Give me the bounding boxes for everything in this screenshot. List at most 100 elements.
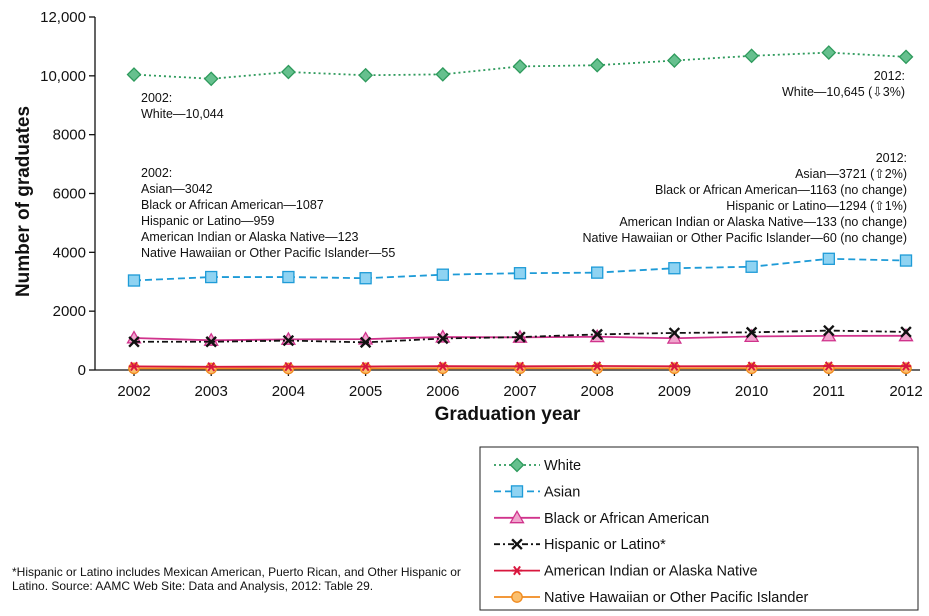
x-tick-label: 2007 [503,383,536,400]
x-axis-title: Graduation year [435,404,581,425]
data-point [514,361,526,372]
legend-label: White [544,458,581,474]
data-point [900,326,912,338]
y-tick-label: 0 [78,362,86,379]
data-point [126,67,142,82]
data-point [436,268,449,281]
x-tick-label: 2009 [658,383,691,400]
data-point [668,327,681,339]
data-point [359,362,372,375]
annotation-line: Hispanic or Latino—959 [141,214,274,228]
chart-legend: White Asian Black or African American Hispa… [479,446,919,611]
y-tick-label: 2000 [53,303,86,320]
data-point [435,66,451,82]
data-point [589,57,605,73]
series-american-indian-or-alaska-native [128,361,912,372]
x-tick-label: 2008 [581,383,614,400]
data-point [666,53,682,68]
y-tick-label: 10,000 [40,68,86,85]
data-point [359,272,372,285]
annotation-line: Asian—3042 [141,182,213,196]
legend-label: Hispanic or Latino* [544,537,666,553]
data-point [282,362,295,375]
data-point [282,270,295,284]
series-white [126,45,914,87]
data-point [513,267,527,280]
data-point [900,361,912,371]
data-point [822,252,835,265]
data-point [898,49,914,65]
legend-item: White [494,457,581,474]
annotation-line: Black or African American—1163 (no chang… [655,183,907,197]
series-line [133,329,907,344]
data-point [359,336,372,349]
y-tick-label: 8000 [53,127,86,144]
data-point [509,509,525,524]
data-point [746,361,757,371]
x-tick-label: 2006 [426,383,459,400]
annotation: 2002: Asian—3042 Black or African American… [141,166,395,260]
data-point [745,260,758,273]
x-tick-label: 2002 [117,383,150,400]
x-tick-label: 2005 [349,383,382,400]
annotation-line: American Indian or Alaska Native—133 (no… [619,215,907,229]
data-point [203,71,219,87]
legend-item: Asian [494,484,580,500]
annotation-line: 2012: [876,151,907,165]
series-asian [127,252,913,287]
data-point [668,262,681,275]
data-point [206,362,217,372]
data-point [591,266,604,279]
data-point [511,565,523,576]
annotation-line: American Indian or Alaska Native—123 [141,230,359,244]
data-point [511,591,523,603]
x-tick-label: 2011 [813,383,845,400]
footnote: *Hispanic or Latino includes Mexican Ame… [12,565,461,593]
annotation-line: 2002: [141,166,172,180]
data-point [511,538,523,550]
y-axis-title: Number of graduates [13,106,34,297]
annotation-line: White—10,645 (⇩3%) [782,85,905,99]
data-point [358,67,374,83]
data-point [744,48,760,64]
data-point [899,254,913,267]
annotation: 2002: White—10,044 [141,91,224,121]
data-point [745,326,758,339]
data-point [509,457,525,473]
data-point [591,328,603,341]
data-point [823,361,834,371]
legend-box [479,446,919,611]
annotation-line: Hispanic or Latino—1294 (⇧1%) [726,199,907,213]
y-tick-label: 6000 [53,186,86,203]
series-hispanic-or-latino [128,324,912,349]
data-point [127,274,141,287]
y-tick-label: 4000 [53,244,86,261]
annotation-line: Asian—3721 (⇧2%) [795,167,907,181]
data-point [437,332,449,345]
data-point [514,331,526,343]
x-tick-label: 2004 [272,383,305,400]
data-point [823,324,835,337]
data-point [128,361,140,372]
chart-axes: 0 2000 4000 6000 8000 10,000 12,000 2002 2003 200… [13,9,923,425]
data-point [283,361,294,372]
legend-label: Asian [544,484,580,500]
annotation-line: Native Hawaiian or Other Pacific Islande… [583,231,907,245]
data-point [360,361,371,372]
data-point [205,362,218,375]
legend-item: American Indian or Alaska Native [494,564,758,580]
series-native-hawaiian-or-other-pacific-islander [128,362,912,375]
annotation-line: White—10,044 [141,107,224,121]
legend-item: Black or African American [494,509,709,527]
annotation-line: 2002: [141,91,172,105]
data-point [592,361,603,371]
data-point [205,336,217,348]
annotation-line: Black or African American—1087 [141,198,324,212]
annotation-line: 2012: [874,69,905,83]
x-tick-label: 2003 [195,383,228,400]
data-point [514,362,526,375]
data-point [510,485,524,498]
legend-label: Native Hawaiian or Other Pacific Islande… [544,590,809,606]
annotation-line: Native Hawaiian or Other Pacific Islande… [141,246,395,260]
